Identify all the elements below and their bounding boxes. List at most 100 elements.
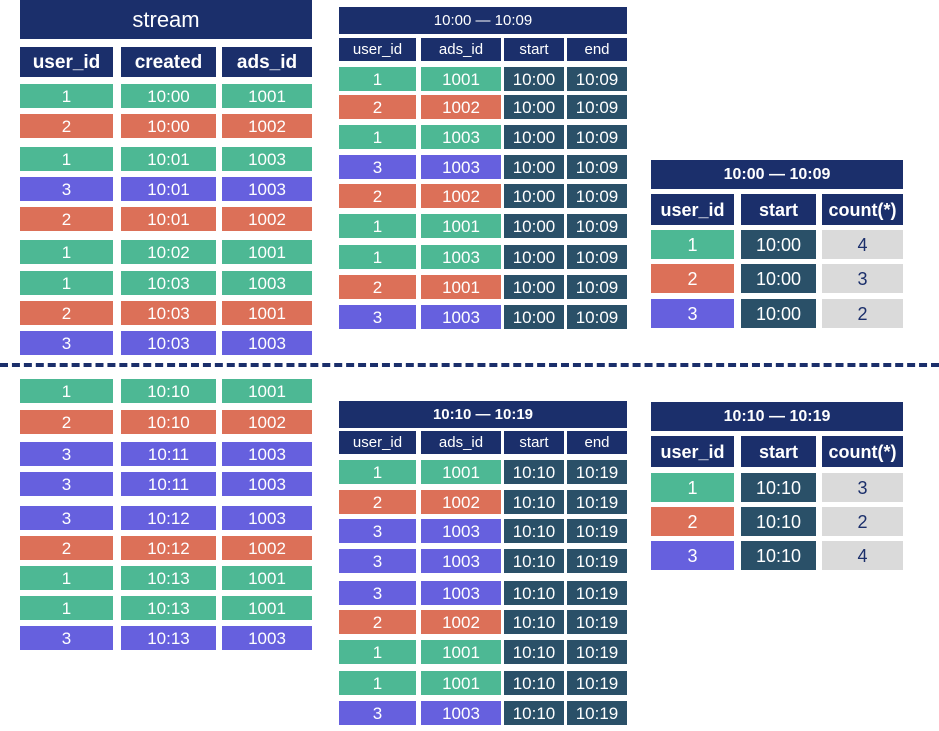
stream-cell: 1002 xyxy=(222,207,312,231)
window2-cell: 1 xyxy=(339,671,416,695)
window2-cell: 1003 xyxy=(421,701,501,725)
window1-cell: 10:00 xyxy=(504,275,564,299)
window2-cell: 10:10 xyxy=(504,549,564,573)
window2-cell: 1003 xyxy=(421,581,501,605)
stream-cell: 1003 xyxy=(222,271,312,295)
stream-cell: 10:01 xyxy=(121,147,216,171)
window1-cell: 10:00 xyxy=(504,155,564,179)
window1-cell: 10:00 xyxy=(504,245,564,269)
window2-cell: 1 xyxy=(339,460,416,484)
window1-cell: 1001 xyxy=(421,214,501,238)
window1-cell: 10:09 xyxy=(567,275,627,299)
window2-cell: 1003 xyxy=(421,519,501,543)
window1-cell: 2 xyxy=(339,184,416,208)
stream-cell: 1003 xyxy=(222,626,312,650)
agg2-cell: 3 xyxy=(822,473,903,502)
agg2-cell: 2 xyxy=(651,507,734,536)
agg1-cell: 10:00 xyxy=(741,264,816,293)
window1-cell: 10:00 xyxy=(504,214,564,238)
window2-cell: 3 xyxy=(339,549,416,573)
window2-cell: 1003 xyxy=(421,549,501,573)
stream-cell: 10:12 xyxy=(121,506,216,530)
window2-header-user_id: user_id xyxy=(339,431,416,454)
window2-cell: 10:19 xyxy=(567,610,627,634)
agg2-cell: 3 xyxy=(651,541,734,570)
stream-cell: 2 xyxy=(20,301,113,325)
stream-cell: 3 xyxy=(20,626,113,650)
window1-cell: 10:09 xyxy=(567,245,627,269)
stream-cell: 10:01 xyxy=(121,207,216,231)
stream-cell: 3 xyxy=(20,442,113,466)
window1-cell: 1 xyxy=(339,125,416,149)
stream-cell: 3 xyxy=(20,331,113,355)
agg2-header-user_id: user_id xyxy=(651,436,734,467)
window1-cell: 10:00 xyxy=(504,125,564,149)
stream-cell: 10:02 xyxy=(121,240,216,264)
stream-cell: 2 xyxy=(20,536,113,560)
window2-cell: 10:10 xyxy=(504,460,564,484)
window1-cell: 1 xyxy=(339,214,416,238)
window1-header-user_id: user_id xyxy=(339,38,416,61)
window-divider xyxy=(0,363,939,367)
agg1-cell: 1 xyxy=(651,230,734,259)
stream-cell: 1003 xyxy=(222,147,312,171)
stream-cell: 10:00 xyxy=(121,84,216,108)
agg1-cell: 3 xyxy=(822,264,903,293)
window1-title: 10:00 — 10:09 xyxy=(339,7,627,34)
window2-cell: 2 xyxy=(339,490,416,514)
window2-cell: 2 xyxy=(339,610,416,634)
stream-cell: 1003 xyxy=(222,472,312,496)
stream-cell: 3 xyxy=(20,506,113,530)
window2-cell: 1001 xyxy=(421,671,501,695)
window1-cell: 2 xyxy=(339,275,416,299)
stream-cell: 1003 xyxy=(222,177,312,201)
agg1-cell: 3 xyxy=(651,299,734,328)
stream-cell: 1003 xyxy=(222,506,312,530)
stream-cell: 1001 xyxy=(222,596,312,620)
window2-cell: 10:19 xyxy=(567,519,627,543)
agg2-header-start: start xyxy=(741,436,816,467)
window1-cell: 10:00 xyxy=(504,95,564,119)
window1-cell: 1001 xyxy=(421,275,501,299)
agg2-cell: 10:10 xyxy=(741,541,816,570)
stream-header-created: created xyxy=(121,47,216,77)
stream-cell: 2 xyxy=(20,207,113,231)
stream-cell: 1 xyxy=(20,271,113,295)
agg1-cell: 10:00 xyxy=(741,299,816,328)
window1-cell: 10:09 xyxy=(567,305,627,329)
window1-cell: 10:09 xyxy=(567,67,627,91)
stream-cell: 1001 xyxy=(222,84,312,108)
window2-cell: 10:10 xyxy=(504,701,564,725)
window2-cell: 10:10 xyxy=(504,490,564,514)
agg2-cell: 4 xyxy=(822,541,903,570)
window2-cell: 3 xyxy=(339,519,416,543)
stream-cell: 1 xyxy=(20,147,113,171)
agg2-cell: 10:10 xyxy=(741,473,816,502)
stream-cell: 10:11 xyxy=(121,472,216,496)
window1-cell: 1003 xyxy=(421,245,501,269)
stream-cell: 10:10 xyxy=(121,410,216,434)
stream-cell: 3 xyxy=(20,472,113,496)
agg2-cell: 10:10 xyxy=(741,507,816,536)
window2-header-ads_id: ads_id xyxy=(421,431,501,454)
window2-cell: 10:10 xyxy=(504,671,564,695)
window2-title: 10:10 — 10:19 xyxy=(339,401,627,428)
stream-cell: 1 xyxy=(20,84,113,108)
agg1-cell: 2 xyxy=(822,299,903,328)
window2-cell: 3 xyxy=(339,581,416,605)
stream-cell: 10:12 xyxy=(121,536,216,560)
agg1-cell: 2 xyxy=(651,264,734,293)
window1-header-ads_id: ads_id xyxy=(421,38,501,61)
agg2-header-count: count(*) xyxy=(822,436,903,467)
window2-cell: 10:19 xyxy=(567,671,627,695)
stream-cell: 1001 xyxy=(222,566,312,590)
stream-cell: 10:10 xyxy=(121,379,216,403)
stream-cell: 1001 xyxy=(222,240,312,264)
window1-cell: 1003 xyxy=(421,305,501,329)
window1-cell: 2 xyxy=(339,95,416,119)
agg2-title: 10:10 — 10:19 xyxy=(651,402,903,431)
window2-header-start: start xyxy=(504,431,564,454)
window2-cell: 3 xyxy=(339,701,416,725)
window1-cell: 10:00 xyxy=(504,305,564,329)
window1-cell: 1002 xyxy=(421,184,501,208)
